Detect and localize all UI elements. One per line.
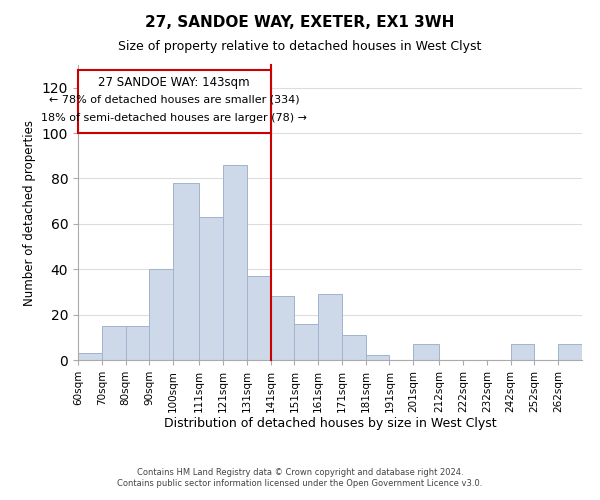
Bar: [271, 296, 295, 360]
Text: 27, SANDOE WAY, EXETER, EX1 3WH: 27, SANDOE WAY, EXETER, EX1 3WH: [145, 15, 455, 30]
Bar: [199, 217, 223, 360]
Bar: [295, 324, 318, 360]
Y-axis label: Number of detached properties: Number of detached properties: [23, 120, 37, 306]
Text: ← 78% of detached houses are smaller (334): ← 78% of detached houses are smaller (33…: [49, 94, 299, 104]
Bar: [342, 335, 365, 360]
Bar: [102, 326, 125, 360]
Bar: [149, 269, 173, 360]
Bar: [78, 70, 271, 133]
Bar: [125, 326, 149, 360]
Bar: [413, 344, 439, 360]
Bar: [318, 294, 342, 360]
Bar: [223, 165, 247, 360]
Bar: [78, 353, 102, 360]
Text: Contains HM Land Registry data © Crown copyright and database right 2024.
Contai: Contains HM Land Registry data © Crown c…: [118, 468, 482, 487]
X-axis label: Distribution of detached houses by size in West Clyst: Distribution of detached houses by size …: [164, 418, 496, 430]
Bar: [511, 344, 535, 360]
Bar: [247, 276, 271, 360]
Bar: [173, 183, 199, 360]
Text: 18% of semi-detached houses are larger (78) →: 18% of semi-detached houses are larger (…: [41, 112, 307, 122]
Bar: [558, 344, 582, 360]
Bar: [365, 356, 389, 360]
Text: Size of property relative to detached houses in West Clyst: Size of property relative to detached ho…: [118, 40, 482, 53]
Text: 27 SANDOE WAY: 143sqm: 27 SANDOE WAY: 143sqm: [98, 76, 250, 90]
